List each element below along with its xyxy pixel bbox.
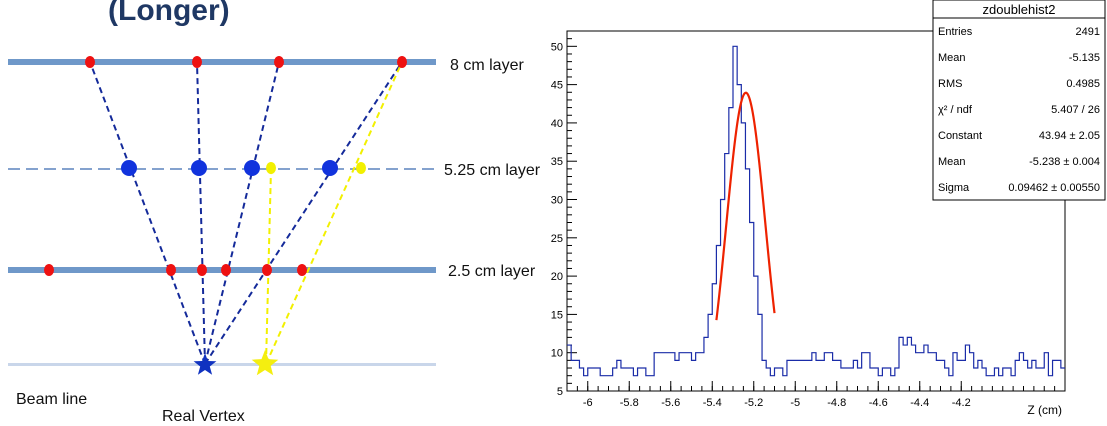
gaussian-fit-curve (715, 91, 776, 321)
x-tick-label: -4.8 (827, 397, 846, 409)
hit-5-25cm-1 (121, 160, 137, 176)
x-tick-label: -5.6 (661, 397, 680, 409)
hit-2-5cm-4 (221, 264, 231, 276)
x-tick-label: -4.6 (869, 397, 888, 409)
stats-row-label: Mean (938, 52, 966, 64)
y-tick-label: 45 (551, 80, 563, 92)
hits-2-5cm (44, 264, 307, 276)
x-tick-label: -5.4 (703, 397, 722, 409)
hit-8cm-3 (274, 56, 284, 68)
stats-box-frame (932, 0, 1106, 201)
y-tick-label: 50 (551, 41, 563, 53)
hit-5-25cm-3 (244, 160, 260, 176)
y-tick-label: 20 (551, 271, 563, 283)
track-yellow-2 (265, 61, 403, 365)
hit-8cm-4 (397, 56, 407, 68)
x-tick-label: -5.8 (620, 397, 639, 409)
tracking-diagram: (Longer) (8, 0, 541, 425)
stats-row-value: -5.238 ± 0.004 (1029, 156, 1100, 168)
stats-row-value: 0.09462 ± 0.00550 (1008, 182, 1100, 194)
track-blue-3 (204, 61, 280, 365)
vertex-blue-star-icon (193, 353, 217, 375)
hit-2-5cm-6 (297, 264, 307, 276)
label-5-25cm-layer: 5.25 cm layer (444, 162, 541, 179)
hit-8cm-2 (192, 56, 202, 68)
hit-2-5cm-3 (197, 264, 207, 276)
stats-row-value: 2491 (1076, 26, 1100, 38)
stats-box: zdoublehist2 Entries 2491 Mean -5.135 RMS 0.4… (932, 0, 1106, 201)
x-axis-label: Z (cm) (1027, 403, 1062, 417)
stats-row-label: χ² / ndf (938, 104, 973, 116)
hit-2-5cm-5 (262, 264, 272, 276)
label-2-5cm-layer: 2.5 cm layer (448, 263, 536, 280)
stats-box-title: zdoublehist2 (983, 2, 1056, 17)
header-partial: (Longer) (108, 0, 230, 27)
y-tick-label: 10 (551, 348, 563, 360)
vertex-yellow-star-icon (251, 350, 279, 376)
stats-row-label: Mean (938, 156, 966, 168)
stats-row-label: RMS (938, 78, 962, 90)
y-tick-label: 25 (551, 233, 563, 245)
layer-8cm (8, 59, 436, 65)
y-tick-label: 30 (551, 195, 563, 207)
hit-2-5cm-2 (166, 264, 176, 276)
label-8cm-layer: 8 cm layer (450, 57, 524, 74)
x-tick-label: -6 (583, 397, 593, 409)
yellow-tracks (265, 61, 403, 365)
y-tick-label: 40 (551, 118, 563, 130)
stats-row-label: Entries (938, 26, 973, 38)
x-tick-label: -5.2 (744, 397, 763, 409)
x-tick-label: -5 (790, 397, 800, 409)
stats-row-label: Constant (938, 130, 982, 142)
hit-5-25cm-4 (322, 160, 338, 176)
beam-line (8, 363, 436, 366)
stats-row-value: 5.407 / 26 (1051, 104, 1100, 116)
x-tick-label: -4.4 (910, 397, 929, 409)
x-tick-label: -4.2 (952, 397, 971, 409)
hit-2-5cm-1 (44, 264, 54, 276)
histogram-line (567, 45, 1065, 377)
y-axis: 5 10 15 20 25 30 35 40 45 50 (551, 30, 577, 398)
y-tick-label: 35 (551, 156, 563, 168)
hits-5-25cm (121, 160, 366, 176)
stats-row-value: 0.4985 (1066, 78, 1100, 90)
label-beam-line: Beam line (16, 391, 87, 408)
hit-5-25cm-yellow-2 (356, 162, 366, 174)
histogram-chart: 5 10 15 20 25 30 35 40 45 50 -6 -5.8 -5.6 -5.4 -5.2 -5… (551, 0, 1106, 417)
stats-row-value: -5.135 (1069, 52, 1100, 64)
y-tick-label: 5 (557, 386, 563, 398)
track-blue-1 (89, 61, 206, 365)
y-tick-label: 15 (551, 309, 563, 321)
stats-row-value: 43.94 ± 2.05 (1039, 130, 1100, 142)
track-blue-2 (196, 61, 206, 365)
stats-row-label: Sigma (938, 182, 970, 194)
hit-5-25cm-yellow-1 (266, 162, 276, 174)
hit-5-25cm-2 (191, 160, 207, 176)
label-real-vertex: Real Vertex (162, 408, 245, 425)
hits-8cm (85, 56, 407, 68)
track-yellow-1 (265, 168, 272, 365)
track-blue-4 (204, 61, 403, 365)
blue-tracks (89, 61, 403, 365)
stats-rows: Entries 2491 Mean -5.135 RMS 0.4985 χ² / ndf 5.… (938, 26, 1100, 194)
x-axis: -6 -5.8 -5.6 -5.4 -5.2 -5 -4.8 -4.6 -4.4 -4.2 (566, 381, 1066, 409)
hit-8cm-1 (85, 56, 95, 68)
